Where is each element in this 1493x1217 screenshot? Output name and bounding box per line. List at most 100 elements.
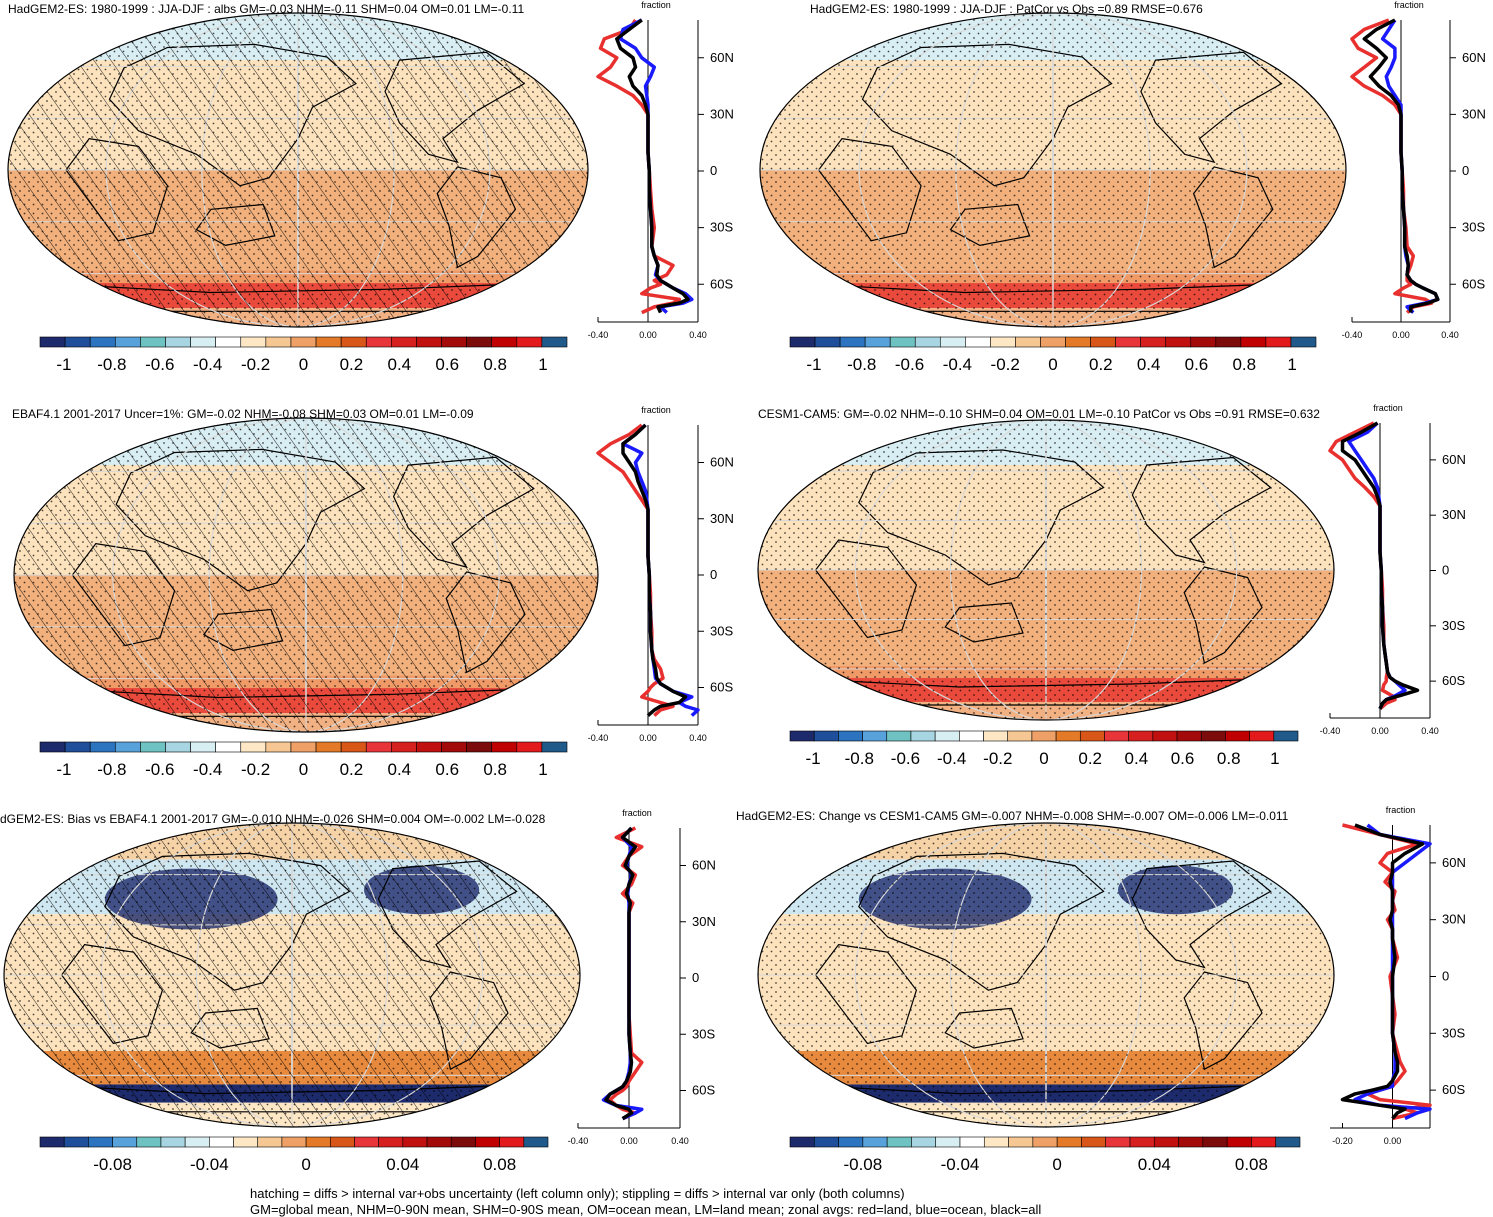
colorbar-swatch — [1165, 336, 1192, 348]
zonal-series-all — [621, 423, 688, 717]
zonal-y-tick-label: 60S — [1442, 1082, 1465, 1097]
zonal-x-tick-label: -0.40 — [1320, 726, 1341, 736]
colorbar-swatch — [315, 336, 342, 348]
zonal-x-tick-label: 0.00 — [1371, 726, 1389, 736]
colorbar-swatch — [1140, 336, 1167, 348]
colorbar-label: 0.4 — [387, 355, 411, 374]
colorbar-label: 0.8 — [1232, 355, 1256, 374]
map-outline — [759, 12, 1347, 328]
zonal-y-tick-label: 30N — [692, 914, 716, 929]
colorbar-swatch — [114, 741, 141, 753]
colorbar-swatch — [839, 336, 866, 348]
map-outline — [3, 822, 581, 1128]
colorbar-swatch — [1178, 1136, 1204, 1148]
colorbar-swatch — [140, 336, 166, 348]
zonal-y-tick-label: 60N — [710, 50, 734, 65]
zonal-y-tick-label: 60N — [1442, 855, 1466, 870]
colorbar-label: 0.04 — [1138, 1155, 1171, 1174]
colorbar-label: -0.4 — [937, 749, 966, 768]
colorbar-label: 0.04 — [386, 1155, 419, 1174]
colorbar-label: -0.6 — [895, 355, 924, 374]
colorbar-swatch — [215, 336, 242, 348]
colorbar-label: 0.8 — [483, 760, 507, 779]
zonal-series-ocean — [601, 826, 644, 1121]
footer-note-hatching: hatching = diffs > internal var+obs unce… — [250, 1186, 905, 1201]
colorbar-swatch — [1251, 1136, 1277, 1148]
colorbar-swatch — [959, 730, 984, 742]
colorbar-swatch — [184, 1136, 210, 1148]
colorbar-swatch — [315, 741, 342, 753]
zonal-y-tick-label: 0 — [1442, 969, 1449, 984]
stippling — [760, 13, 1346, 327]
colorbar-swatch — [240, 741, 267, 753]
map-outline — [13, 417, 599, 733]
colorbar-label: -0.08 — [93, 1155, 132, 1174]
colorbar-swatch — [814, 336, 841, 348]
colorbar-swatch — [499, 1136, 525, 1148]
colorbar-swatch — [911, 1136, 937, 1148]
colorbar-swatch — [983, 1136, 1009, 1148]
colorbar-swatch — [450, 1136, 476, 1148]
colorbar-label: -1 — [56, 760, 71, 779]
zonal-x-tick-label: -0.40 — [568, 1136, 589, 1146]
colorbar-swatch — [523, 1136, 549, 1148]
colorbar-label: 1 — [1287, 355, 1296, 374]
zonal-x-label: fraction — [641, 0, 671, 10]
zonal-series-all — [615, 18, 690, 314]
colorbar-swatch — [209, 1136, 234, 1148]
colorbar-swatch — [233, 1136, 259, 1148]
map-outline — [757, 419, 1335, 721]
colorbar-label: -0.6 — [145, 355, 174, 374]
colorbar-swatch — [475, 1136, 500, 1148]
colorbar-label: 0.6 — [1171, 749, 1195, 768]
colorbar-swatch — [39, 336, 66, 348]
zonal-y-tick-label: 60N — [692, 858, 716, 873]
footer-note-means: GM=global mean, NHM=0-90N mean, SHM=0-90… — [250, 1202, 1042, 1217]
colorbar-swatch — [39, 1136, 65, 1148]
colorbar-label: 0 — [301, 1155, 310, 1174]
colorbar-swatch — [1249, 730, 1275, 742]
colorbar-swatch — [1115, 336, 1141, 348]
colorbar-swatch — [88, 1136, 113, 1148]
colorbar-swatch — [1225, 730, 1250, 742]
colorbar-swatch — [1065, 336, 1091, 348]
colorbar-swatch — [265, 741, 292, 753]
colorbar-swatch — [1275, 1136, 1301, 1148]
panel-title: dGEM2-ES: Bias vs EBAF4.1 2001-2017 GM=-… — [0, 812, 546, 826]
colorbar-swatch — [1031, 730, 1057, 742]
zonal-y-tick-label: 60S — [710, 276, 733, 291]
colorbar-swatch — [1290, 336, 1317, 348]
colorbar-swatch — [354, 1136, 379, 1148]
colorbar-swatch — [136, 1136, 162, 1148]
colorbar-swatch — [789, 336, 816, 348]
colorbar-swatch — [466, 336, 493, 348]
colorbar-swatch — [112, 1136, 138, 1148]
zonal-x-tick-label: 0.00 — [1384, 1136, 1402, 1146]
colorbar-swatch — [983, 730, 1009, 742]
zonal-y-tick-label: 60S — [1462, 276, 1485, 291]
colorbar-label: -0.8 — [97, 760, 126, 779]
colorbar-label: 0.8 — [1217, 749, 1241, 768]
hatching — [4, 823, 580, 1127]
zonal-series-all — [604, 826, 638, 1121]
zonal-x-label: fraction — [641, 405, 671, 415]
zonal-x-tick-label: 0.00 — [620, 1136, 638, 1146]
zonal-y-tick-label: 30S — [710, 623, 733, 638]
zonal-x-tick-label: -0.20 — [1332, 1136, 1353, 1146]
map-field — [758, 420, 1334, 720]
colorbar-label: -0.8 — [845, 749, 874, 768]
colorbar-swatch — [1032, 1136, 1058, 1148]
colorbar-swatch — [838, 1136, 864, 1148]
zonal-y-tick-label: 60S — [1442, 673, 1465, 688]
map-field — [758, 823, 1334, 1127]
colorbar-swatch — [257, 1136, 283, 1148]
zonal-y-tick-label: 0 — [710, 567, 717, 582]
panel-title: HadGEM2-ES: 1980-1999 : JJA-DJF : PatCor… — [810, 2, 1203, 16]
colorbar-swatch — [240, 336, 267, 348]
colorbar-swatch — [516, 336, 543, 348]
colorbar-label: -0.2 — [241, 760, 270, 779]
zonal-series-land — [608, 826, 644, 1121]
